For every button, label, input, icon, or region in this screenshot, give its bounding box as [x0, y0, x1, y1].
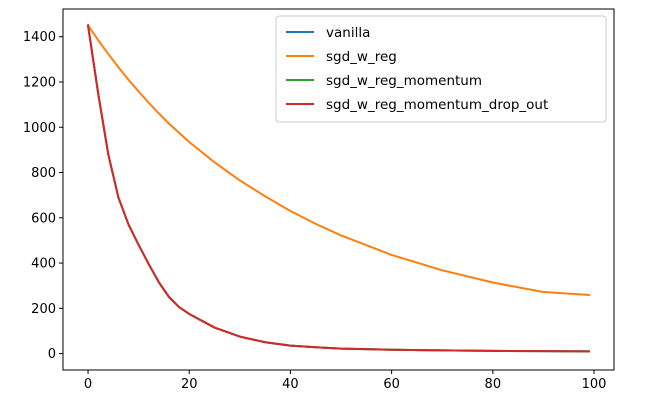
- legend-label-3: sgd_w_reg_momentum_drop_out: [326, 97, 548, 113]
- y-axis: 0 200 400 600 800 1000 1200 1400: [23, 30, 63, 362]
- plot-frame: [62, 8, 615, 371]
- x-tick-label: 100: [582, 377, 607, 392]
- y-tick-label: 1000: [23, 121, 56, 136]
- series-layer: [86, 24, 591, 353]
- legend-label-0: vanilla: [326, 25, 370, 41]
- y-tick-label: 200: [31, 302, 56, 317]
- x-tick-label: 60: [383, 377, 400, 392]
- x-axis: 0 20 40 60 80 100: [84, 370, 607, 392]
- y-tick-label: 800: [31, 166, 56, 181]
- y-tick-label: 1200: [23, 75, 56, 90]
- y-tick-label: 0: [48, 347, 56, 362]
- x-tick-label: 80: [485, 377, 502, 392]
- legend-label-2: sgd_w_reg_momentum: [326, 73, 482, 89]
- x-tick-label: 20: [181, 377, 198, 392]
- legend-label-1: sgd_w_reg: [326, 49, 397, 65]
- legend: vanilla sgd_w_reg sgd_w_reg_momentum sgd_w_…: [275, 15, 607, 123]
- x-tick-label: 0: [84, 377, 92, 392]
- y-tick-label: 600: [31, 211, 56, 226]
- x-tick-label: 40: [282, 377, 299, 392]
- series-line-3: [86, 24, 590, 353]
- y-tick-label: 400: [31, 257, 56, 272]
- y-tick-label: 1400: [23, 30, 56, 45]
- legend-box: [275, 15, 607, 123]
- series-line-1: [86, 24, 591, 297]
